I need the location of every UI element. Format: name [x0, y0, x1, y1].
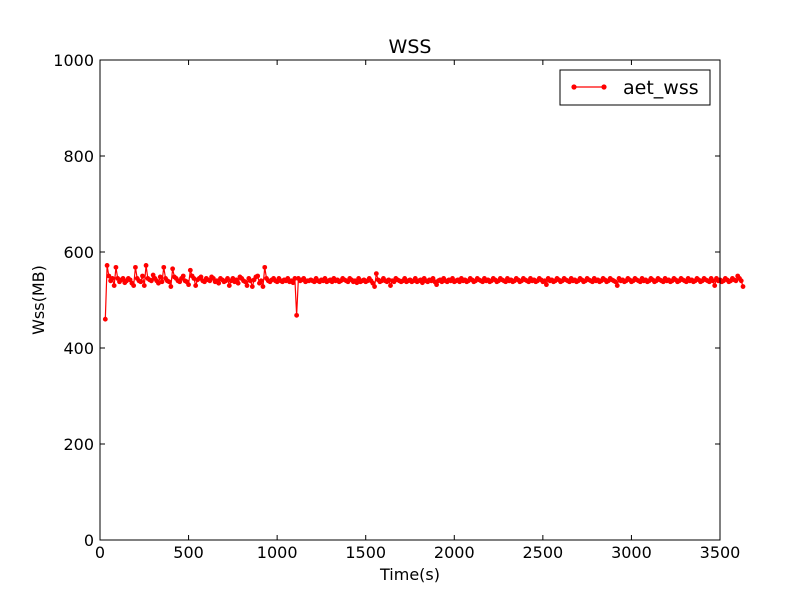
data-point: [104, 263, 110, 268]
data-point: [131, 283, 137, 288]
x-tick-label: 2500: [522, 543, 563, 562]
plot-area: [99, 59, 746, 541]
legend-label: aet_wss: [623, 77, 699, 99]
data-point: [235, 280, 241, 286]
data-point: [712, 283, 718, 288]
x-tick-label: 3500: [700, 543, 741, 562]
data-point: [614, 283, 620, 288]
data-point: [225, 276, 230, 281]
data-point: [262, 264, 268, 270]
data-point: [420, 280, 425, 286]
data-point: [148, 278, 154, 284]
data-point: [216, 280, 222, 286]
data-point: [186, 282, 191, 288]
data-point: [738, 278, 744, 284]
data-point: [157, 274, 163, 280]
data-point: [434, 282, 439, 288]
y-tick-label: 800: [63, 147, 94, 166]
data-point: [110, 276, 115, 281]
y-tick-label: 400: [63, 339, 94, 358]
legend: aet_wss: [559, 69, 711, 106]
data-point: [544, 282, 549, 288]
data-point: [198, 274, 204, 280]
data-point: [372, 284, 377, 289]
data-point: [159, 279, 165, 285]
data-point: [138, 279, 144, 285]
data-point: [111, 283, 117, 288]
legend-marker-right: [601, 84, 607, 90]
data-point: [166, 279, 172, 285]
data-point: [102, 316, 108, 322]
data-point: [143, 263, 149, 268]
data-point: [180, 273, 186, 279]
y-tick-label: 1000: [53, 51, 94, 70]
series-layer: [102, 263, 746, 322]
data-point: [193, 283, 199, 288]
data-point: [373, 271, 379, 276]
x-axis-label: Time(s): [379, 565, 440, 584]
data-point: [170, 266, 176, 272]
data-point: [260, 284, 266, 289]
x-tick-label: 1500: [345, 543, 386, 562]
data-point: [255, 273, 261, 279]
y-axis-label: Wss(MB): [29, 265, 48, 335]
x-tick-label: 1000: [257, 543, 298, 562]
data-point: [292, 276, 298, 281]
data-point: [120, 276, 126, 281]
data-point: [187, 267, 193, 273]
data-point: [710, 278, 716, 284]
y-tick-label: 200: [63, 435, 94, 454]
x-axis-ticks: 0 500 1000 1500 2000 2500 3000 3500: [95, 60, 740, 562]
data-point: [294, 312, 300, 318]
data-point: [113, 264, 119, 270]
data-point: [388, 283, 393, 288]
data-point: [290, 280, 296, 286]
data-point: [244, 283, 250, 288]
plot-frame: [99, 59, 721, 541]
data-point: [133, 264, 138, 270]
data-point: [168, 284, 174, 289]
y-tick-label: 600: [63, 243, 94, 262]
legend-box: [559, 69, 711, 106]
data-point: [249, 284, 255, 289]
legend-marker-left: [571, 84, 577, 90]
x-tick-label: 0: [95, 543, 105, 562]
data-point: [207, 278, 213, 284]
data-point: [733, 278, 739, 284]
data-point: [226, 283, 232, 288]
x-tick-label: 3000: [611, 543, 652, 562]
x-tick-label: 500: [173, 543, 204, 562]
data-point: [542, 278, 548, 284]
chart-title: WSS: [389, 36, 432, 58]
data-point: [106, 273, 112, 279]
data-point: [242, 279, 248, 285]
y-tick-label: 0: [84, 531, 94, 550]
data-point: [613, 279, 618, 285]
data-point: [258, 278, 264, 284]
x-tick-label: 2000: [434, 543, 475, 562]
y-axis-ticks: 0 200 400 600 800 1000: [53, 51, 720, 550]
data-point: [740, 284, 746, 289]
data-point: [161, 264, 167, 270]
data-point: [140, 273, 145, 279]
data-point: [141, 283, 147, 288]
